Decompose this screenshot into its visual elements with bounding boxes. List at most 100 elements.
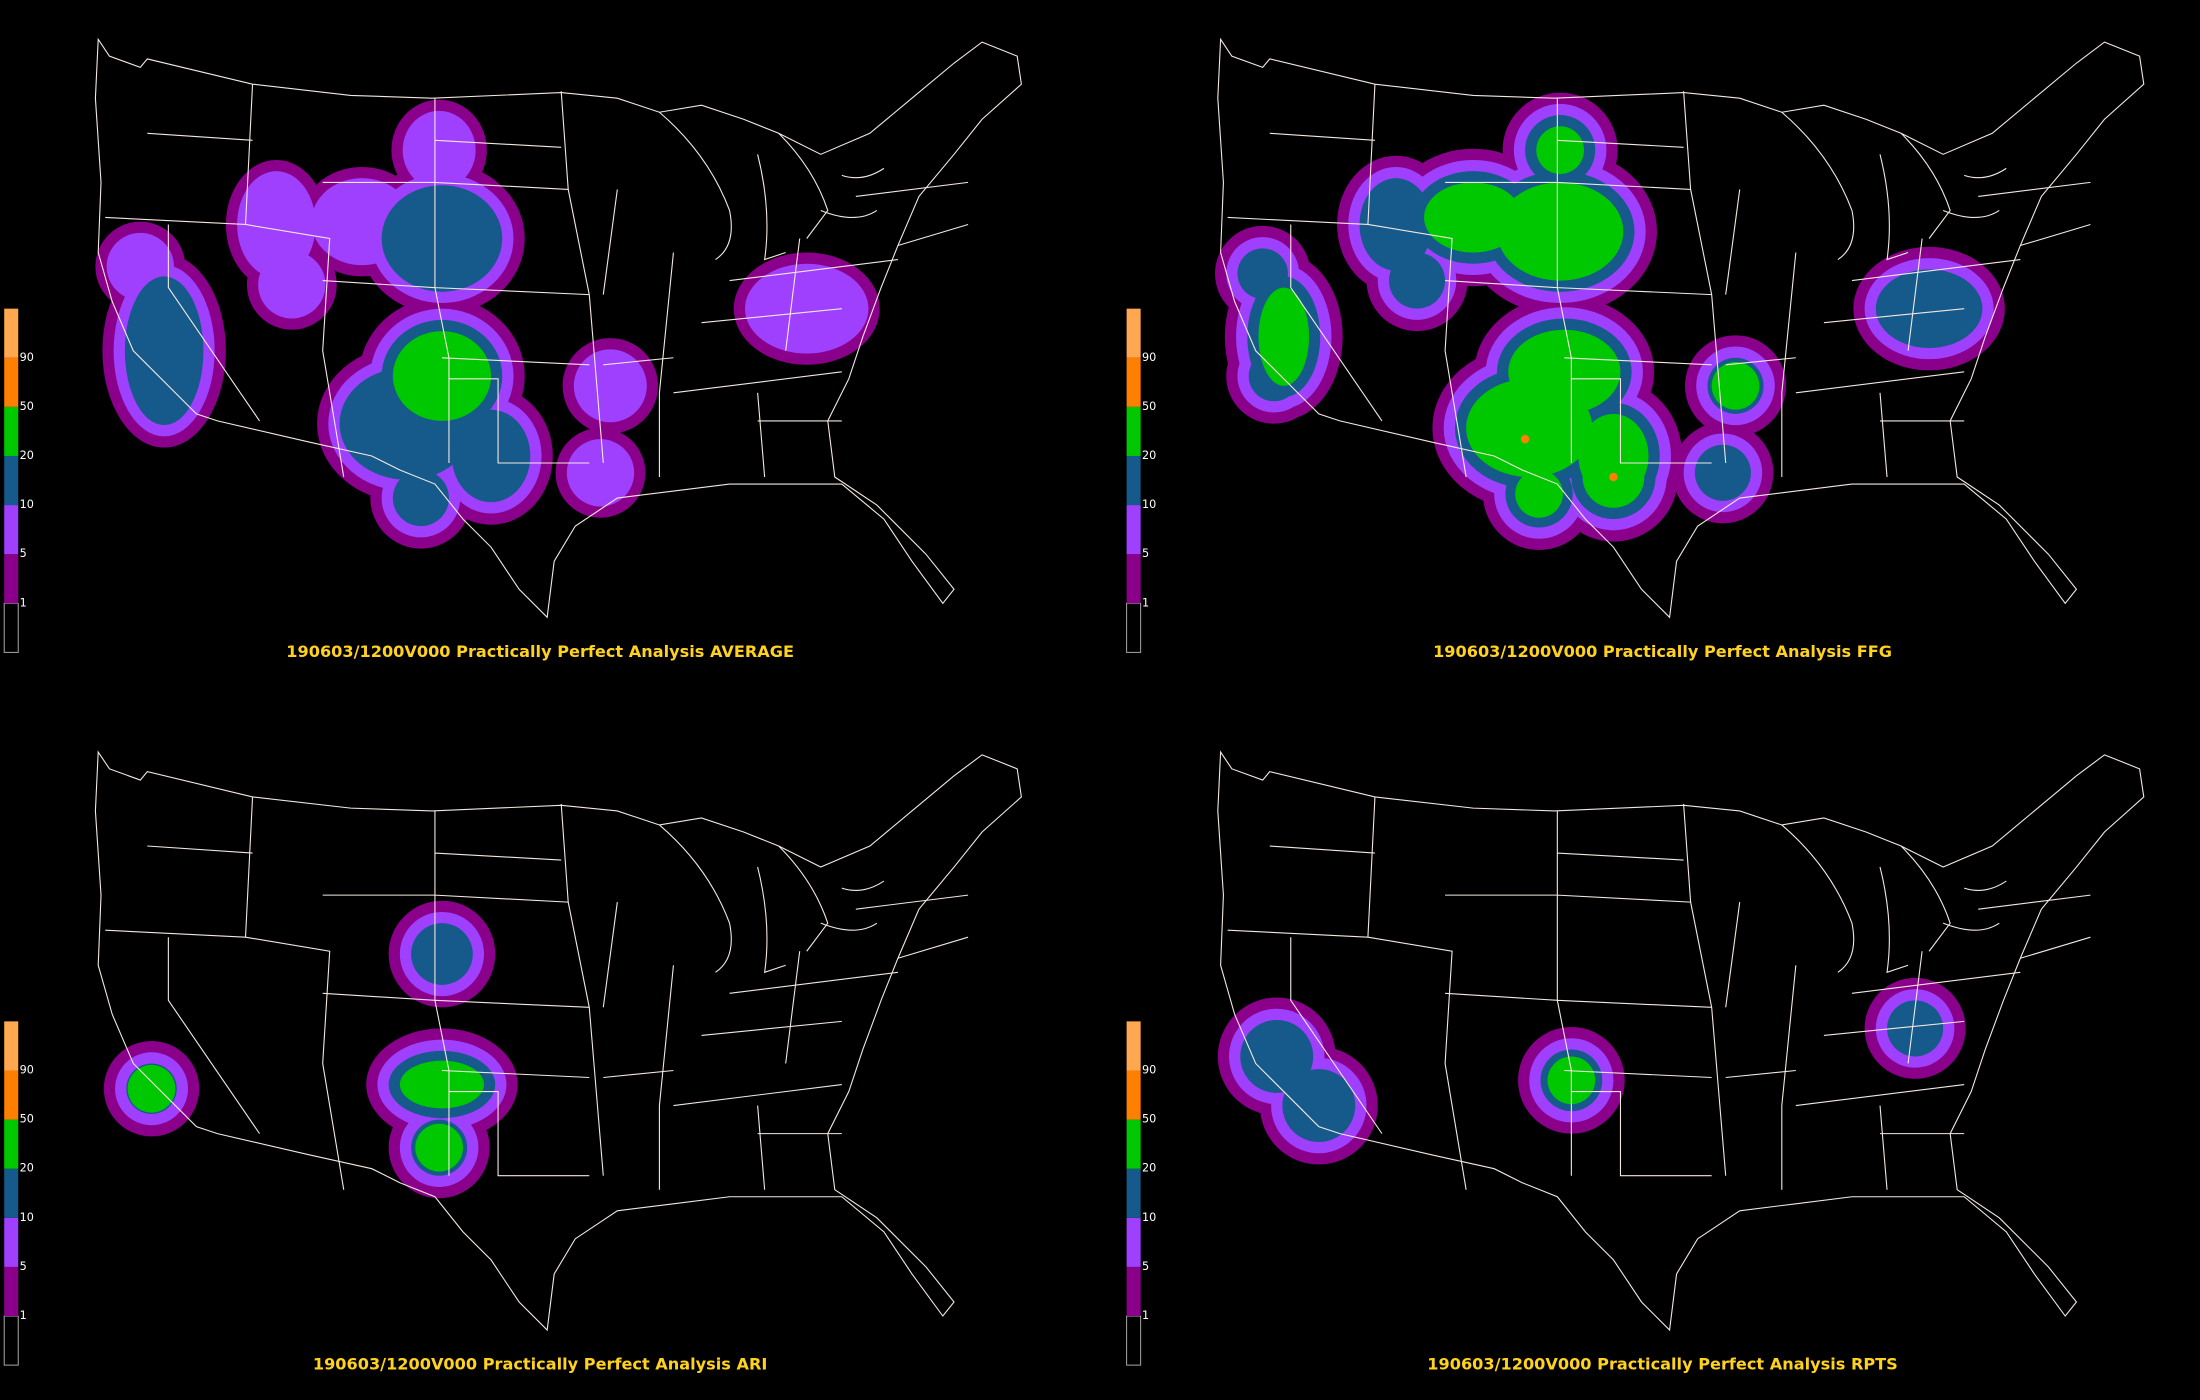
contour-band: [1520, 434, 1530, 444]
contour-field: [1217, 977, 1966, 1165]
contour-band: [127, 1064, 176, 1113]
state-map: [94, 38, 1023, 619]
legend-level-label: 10: [20, 1211, 34, 1224]
legend-swatch: [4, 455, 19, 506]
contour-band: [1258, 287, 1309, 386]
panel-title: 190603/1200V000 Practically Perfect Anal…: [286, 642, 794, 661]
legend-swatch: [1126, 1021, 1141, 1071]
contour-band: [1282, 1069, 1356, 1143]
contour-band: [1711, 361, 1760, 410]
legend-level-label: 1: [20, 596, 27, 609]
legend-swatch: [1126, 455, 1141, 506]
legend-swatch: [4, 554, 19, 604]
legend-level-label: 20: [1142, 1162, 1156, 1175]
legend-level-label: 1: [1142, 596, 1149, 609]
legend-level-label: 1: [1142, 1309, 1149, 1322]
legend-swatch: [1126, 602, 1142, 653]
panel: 190603/1200V000 Practically Perfect Anal…: [3, 38, 1023, 661]
panel-title: 190603/1200V000 Practically Perfect Anal…: [1433, 642, 1892, 661]
legend-level-label: 5: [1142, 1260, 1149, 1273]
legend-swatch: [1126, 406, 1141, 456]
legend-swatch: [4, 1021, 19, 1071]
contour-band: [1875, 269, 1983, 348]
color-legend: 1 5 10 20 50 90: [3, 308, 34, 653]
legend-level-label: 10: [1142, 1211, 1156, 1224]
contour-band: [392, 331, 492, 421]
contour-band: [1694, 444, 1751, 501]
state-map: [1217, 751, 2145, 1331]
contour-band: [1609, 472, 1618, 482]
legend-level-label: 5: [20, 1260, 27, 1273]
contour-band: [1359, 178, 1433, 271]
contour-band: [381, 185, 503, 292]
legend-swatch: [4, 505, 19, 555]
legend-swatch: [3, 602, 19, 653]
contour-band: [124, 276, 204, 426]
contour-band: [566, 439, 635, 507]
legend-level-label: 90: [20, 1063, 34, 1076]
panel-title: 190603/1200V000 Practically Perfect Anal…: [313, 1355, 768, 1374]
legend-swatch: [4, 308, 19, 358]
legend-level-label: 20: [20, 449, 34, 462]
contour-band: [1497, 182, 1624, 281]
legend-swatch: [1126, 1315, 1142, 1366]
panel: 190603/1200V000 Practically Perfect Anal…: [1126, 38, 2145, 661]
legend-level-label: 90: [1142, 1063, 1156, 1076]
color-legend: 1 5 10 20 50 90: [3, 1021, 34, 1366]
legend-level-label: 50: [20, 1113, 34, 1126]
contour-band: [402, 110, 476, 190]
contour-band: [411, 923, 473, 985]
contour-band: [1240, 1019, 1314, 1093]
contour-field: [95, 99, 880, 549]
state-map: [1217, 38, 2145, 619]
panel: 190603/1200V000 Practically Perfect Anal…: [3, 751, 1023, 1374]
panel: 190603/1200V000 Practically Perfect Anal…: [1126, 751, 2145, 1374]
legend-swatch: [1126, 1266, 1141, 1317]
legend-swatch: [4, 1070, 19, 1120]
contour-band: [1388, 252, 1446, 309]
legend-swatch: [4, 1217, 19, 1267]
contour-band: [237, 171, 316, 278]
legend-swatch: [4, 406, 19, 456]
legend-swatch: [1126, 357, 1141, 407]
legend-level-label: 20: [1142, 449, 1156, 462]
legend-level-label: 50: [1142, 400, 1156, 413]
contour-band: [1536, 126, 1584, 174]
legend-swatch: [1126, 1217, 1141, 1267]
contour-field: [1214, 92, 2005, 550]
contour-band: [744, 263, 869, 354]
legend-swatch: [4, 1119, 19, 1169]
contour-band: [415, 1123, 463, 1172]
legend-swatch: [1126, 554, 1141, 604]
panel-title: 190603/1200V000 Practically Perfect Anal…: [1427, 1355, 1898, 1374]
legend-level-label: 5: [1142, 547, 1149, 560]
contour-field: [103, 900, 518, 1199]
color-legend: 1 5 10 20 50 90: [1126, 1021, 1156, 1366]
legend-swatch: [4, 1266, 19, 1317]
legend-level-label: 1: [20, 1309, 27, 1322]
legend-level-label: 20: [20, 1162, 34, 1175]
contour-band: [573, 349, 647, 423]
legend-level-label: 90: [1142, 351, 1156, 364]
contour-band: [451, 409, 531, 503]
legend-swatch: [1126, 1119, 1141, 1169]
legend-level-label: 50: [20, 400, 34, 413]
legend-level-label: 50: [1142, 1113, 1156, 1126]
legend-swatch: [4, 1168, 19, 1218]
legend-level-label: 10: [20, 498, 34, 511]
state-map: [94, 751, 1023, 1331]
legend-swatch: [1126, 505, 1141, 555]
legend-swatch: [1126, 1070, 1141, 1120]
legend-swatch: [3, 1315, 19, 1366]
legend-swatch: [1126, 308, 1141, 358]
contour-band: [258, 251, 326, 319]
legend-swatch: [4, 357, 19, 407]
contour-band: [1887, 1000, 1944, 1057]
legend-level-label: 10: [1142, 498, 1156, 511]
color-legend: 1 5 10 20 50 90: [1126, 308, 1156, 653]
contour-band: [399, 1060, 485, 1109]
legend-level-label: 90: [20, 351, 34, 364]
legend-swatch: [1126, 1168, 1141, 1218]
